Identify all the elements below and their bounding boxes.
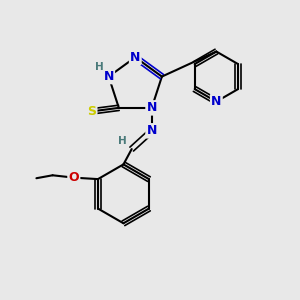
Text: N: N [146,124,157,137]
Text: N: N [146,101,157,114]
Text: H: H [95,62,104,72]
Text: S: S [87,105,96,118]
Text: N: N [103,70,114,83]
Text: N: N [211,95,221,108]
Text: H: H [118,136,127,146]
Text: N: N [130,51,140,64]
Text: O: O [68,171,79,184]
